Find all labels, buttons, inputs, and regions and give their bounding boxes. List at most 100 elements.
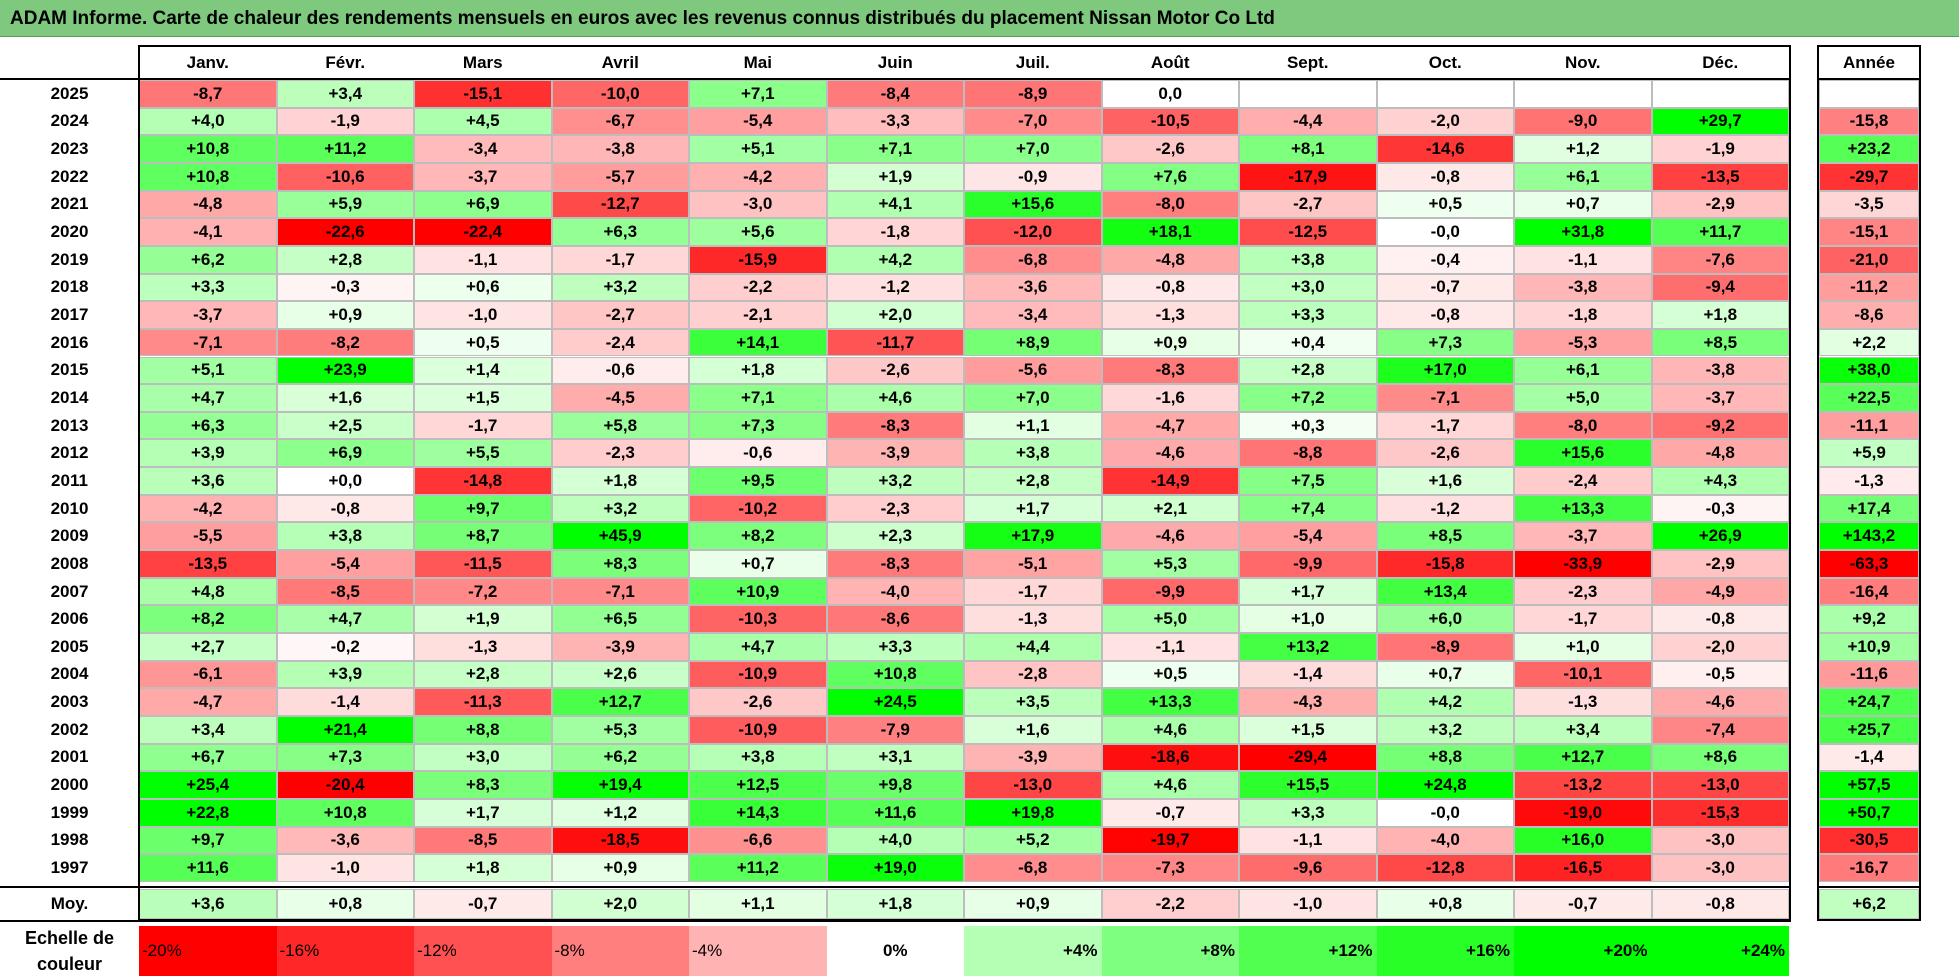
year-label: 2023	[50, 139, 89, 159]
heatmap-cell: -3,3	[826, 107, 964, 136]
heatmap-cell: +4,6	[1101, 771, 1239, 799]
year-label: 2021	[50, 194, 89, 214]
heatmap-cell: -2,6	[1376, 439, 1514, 468]
heatmap-cell: +0,3	[1239, 411, 1377, 440]
heatmap-cell: +6,5	[551, 605, 689, 633]
heatmap-cell: -33,9	[1514, 550, 1652, 578]
heatmap-cell: -5,4	[276, 550, 414, 578]
heatmap-cell: -8,7	[139, 80, 277, 108]
heatmap-cell: +0,6	[414, 273, 552, 302]
heatmap-cell: +3,4	[139, 715, 277, 744]
heatmap-cell: +1,0	[1514, 633, 1652, 661]
heatmap-cell: -10,0	[551, 80, 689, 108]
year-label: 2008	[50, 553, 89, 573]
heatmap-cell: +8,3	[551, 550, 689, 578]
month-header: Août	[1150, 52, 1190, 72]
heatmap-cell: +17,9	[964, 522, 1102, 551]
heatmap-cell: -5,4	[689, 107, 827, 136]
heatmap-cell: +13,3	[1101, 688, 1239, 716]
heatmap-cell: +3,2	[826, 467, 964, 495]
scale-swatch: +24%	[1651, 926, 1789, 976]
year-label: 2018	[50, 277, 89, 297]
heatmap-cell: -8,6	[826, 605, 964, 633]
heatmap-cell: -19,0	[1514, 798, 1652, 827]
annual-cell	[1819, 80, 1919, 108]
heatmap-cell: +4,0	[826, 826, 964, 855]
heatmap-cell: -11,3	[414, 688, 552, 716]
heatmap-cell: +8,1	[1239, 135, 1377, 163]
heatmap-cell: +0,9	[276, 301, 414, 329]
heatmap-cell: +2,8	[1239, 356, 1377, 385]
heatmap-cell: +15,6	[964, 190, 1102, 219]
heatmap-cell: +29,7	[1651, 107, 1789, 136]
heatmap-cell: -29,4	[1239, 743, 1377, 772]
heatmap-cell: +8,8	[1376, 743, 1514, 772]
heatmap-cell: -5,6	[964, 356, 1102, 385]
heatmap-cell: -22,6	[276, 218, 414, 246]
heatmap-cell: -2,4	[551, 328, 689, 357]
heatmap-cell: +0,7	[689, 550, 827, 578]
heatmap-cell: +7,3	[689, 411, 827, 440]
year-label: 2003	[50, 692, 89, 712]
year-label: 2025	[50, 83, 89, 103]
heatmap-cell: -4,7	[139, 688, 277, 716]
annual-cell: -1,4	[1819, 743, 1919, 772]
heatmap-cell: -4,9	[1651, 577, 1789, 606]
annual-cell: -1,3	[1819, 467, 1919, 495]
heatmap-cell: -8,0	[1101, 190, 1239, 219]
heatmap-cell: +18,1	[1101, 218, 1239, 246]
heatmap-cell: -1,6	[1101, 384, 1239, 412]
heatmap-cell: -1,9	[276, 107, 414, 136]
heatmap-cell: +7,1	[689, 80, 827, 108]
month-header: Sept.	[1286, 52, 1329, 72]
heatmap-cell: -17,9	[1239, 162, 1377, 191]
heatmap-cell: -7,1	[1376, 384, 1514, 412]
heatmap-cell: +3,3	[826, 633, 964, 661]
heatmap-cell: +1,2	[551, 798, 689, 827]
heatmap-cell: -2,3	[1514, 577, 1652, 606]
annual-cell: +57,5	[1819, 771, 1919, 799]
heatmap-cell: -4,0	[1376, 826, 1514, 855]
average-cell: +3,6	[139, 888, 277, 919]
heatmap-cell: +2,6	[551, 660, 689, 689]
heatmap-cell: -5,4	[1239, 522, 1377, 551]
heatmap-cell: +2,3	[826, 522, 964, 551]
year-column-header: Année	[1843, 52, 1895, 72]
annual-cell: -16,7	[1819, 854, 1919, 882]
heatmap-cell: +4,6	[1101, 715, 1239, 744]
annual-cell: -11,6	[1819, 660, 1919, 689]
heatmap-cell: -3,4	[414, 135, 552, 163]
heatmap-cell: +5,6	[689, 218, 827, 246]
heatmap-cell: +0,7	[1376, 660, 1514, 689]
heatmap-cell: +4,0	[139, 107, 277, 136]
heatmap-cell: -0,8	[1376, 162, 1514, 191]
heatmap-cell: -9,9	[1101, 577, 1239, 606]
heatmap-cell: +15,5	[1239, 771, 1377, 799]
annual-cell: +2,2	[1819, 328, 1919, 357]
heatmap-cell: -10,3	[689, 605, 827, 633]
scale-swatch: +8%	[1101, 926, 1239, 976]
heatmap-cell: +9,8	[826, 771, 964, 799]
heatmap-cell: -0,6	[551, 356, 689, 385]
heatmap-cell: +13,3	[1514, 494, 1652, 523]
heatmap-cell: -7,9	[826, 715, 964, 744]
average-cell: +0,8	[1376, 888, 1514, 919]
scale-swatch: +16%	[1376, 926, 1514, 976]
heatmap-cell: -4,6	[1101, 522, 1239, 551]
heatmap-cell: -13,0	[964, 771, 1102, 799]
heatmap-cell: -11,5	[414, 550, 552, 578]
heatmap-cell: -0,8	[276, 494, 414, 523]
heatmap-cell: 0,0	[1101, 80, 1239, 108]
heatmap-cell: -0,3	[1651, 494, 1789, 523]
year-label: 2022	[50, 166, 89, 186]
heatmap-cell: -2,9	[1651, 550, 1789, 578]
heatmap-cell: +8,7	[414, 522, 552, 551]
heatmap-cell: +2,5	[276, 411, 414, 440]
heatmap-cell: -1,7	[1376, 411, 1514, 440]
heatmap-cell: +8,5	[1376, 522, 1514, 551]
heatmap-cell: -10,2	[689, 494, 827, 523]
heatmap-cell: -0,0	[1376, 798, 1514, 827]
heatmap-cell: +5,3	[551, 715, 689, 744]
year-label: 2014	[50, 387, 89, 407]
scale-swatch: +12%	[1239, 926, 1377, 976]
